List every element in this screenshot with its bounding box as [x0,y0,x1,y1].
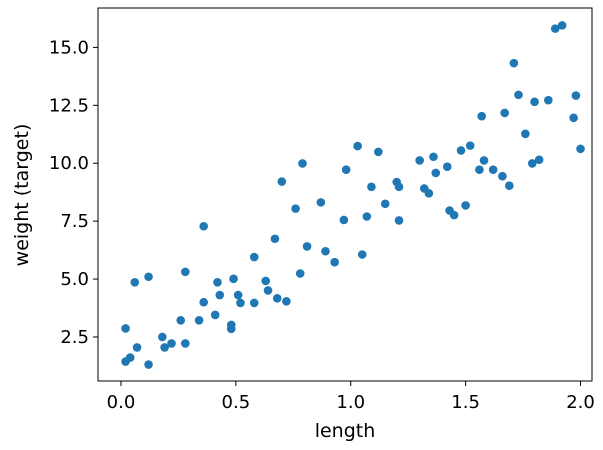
data-point [374,147,383,157]
data-point [229,274,238,284]
data-point [298,159,307,168]
data-point [295,269,305,278]
x-tick-label: 0.0 [107,392,136,413]
data-point [199,297,208,307]
x-tick-label: 0.5 [222,392,251,413]
y-tick-label: 2.5 [60,327,89,348]
plot-frame [97,7,593,382]
y-tick-label: 12.5 [49,95,89,116]
data-point [429,152,438,162]
data-point [394,216,404,225]
data-point [488,165,498,175]
data-point [477,111,487,121]
data-point [500,108,509,118]
data-point [236,298,245,308]
data-point [569,113,578,123]
data-point [367,182,376,192]
data-point [514,90,523,100]
y-tick-label: 10.0 [49,153,89,174]
data-point [456,146,466,155]
x-tick-label: 1.5 [451,392,480,413]
data-point [341,165,351,175]
data-point [199,221,208,231]
data-point [527,159,537,168]
x-tick-label: 2.0 [566,392,595,413]
data-point [424,189,434,198]
data-point [530,97,539,107]
data-point [144,360,153,369]
data-point [571,91,581,100]
y-tick-label: 15.0 [49,37,89,58]
data-point [130,278,140,287]
y-axis-label: weight (target) [11,124,33,267]
data-point [557,21,567,30]
data-point [339,215,349,225]
x-tick-label: 1.0 [336,392,365,413]
data-point [261,276,271,286]
data-point [233,290,243,300]
y-tick-label: 5.0 [60,269,89,290]
data-point [321,246,330,256]
data-point [132,343,142,352]
data-point [125,353,135,362]
x-axis-ticks: 0.0 0.5 1.0 1.5 2.0 [107,381,595,413]
data-point [504,181,514,190]
data-point [176,316,186,325]
data-point [226,324,236,334]
data-point [380,199,390,209]
data-point [415,156,424,165]
data-point [449,210,459,220]
data-point [215,290,225,300]
y-axis-ticks: 2.5 5.0 7.5 10.0 12.5 15.0 [49,37,98,348]
data-point [277,177,287,186]
data-point [316,198,326,207]
data-point [160,343,169,352]
data-point [272,293,282,303]
data-point [158,332,167,342]
data-point [302,242,312,251]
data-point [461,201,470,210]
data-point [362,212,372,221]
data-point [576,144,585,154]
data-point [353,141,362,151]
data-point [144,272,153,282]
y-tick-label: 7.5 [60,211,89,232]
data-point [194,316,204,325]
data-point [167,339,176,348]
data-point [330,257,339,267]
data-point [181,267,190,277]
data-point [249,252,259,262]
data-point [357,250,367,259]
data-point [213,278,222,287]
data-point [509,58,519,68]
x-axis-label: length [315,420,376,442]
data-point [181,339,190,348]
data-point [442,162,452,171]
data-point [263,286,273,295]
data-point [465,141,475,150]
data-point [121,324,130,333]
data-point [475,165,484,175]
data-point [534,155,544,165]
data-point [479,156,489,165]
data-points [121,21,585,369]
data-point [270,234,280,244]
data-point [394,182,404,192]
data-point [282,297,291,306]
data-point [210,310,220,320]
data-point [291,204,300,213]
data-point [498,171,507,181]
data-point [550,24,560,33]
data-point [521,129,530,139]
data-point [544,95,553,105]
data-point [431,168,441,178]
data-point [249,298,259,308]
